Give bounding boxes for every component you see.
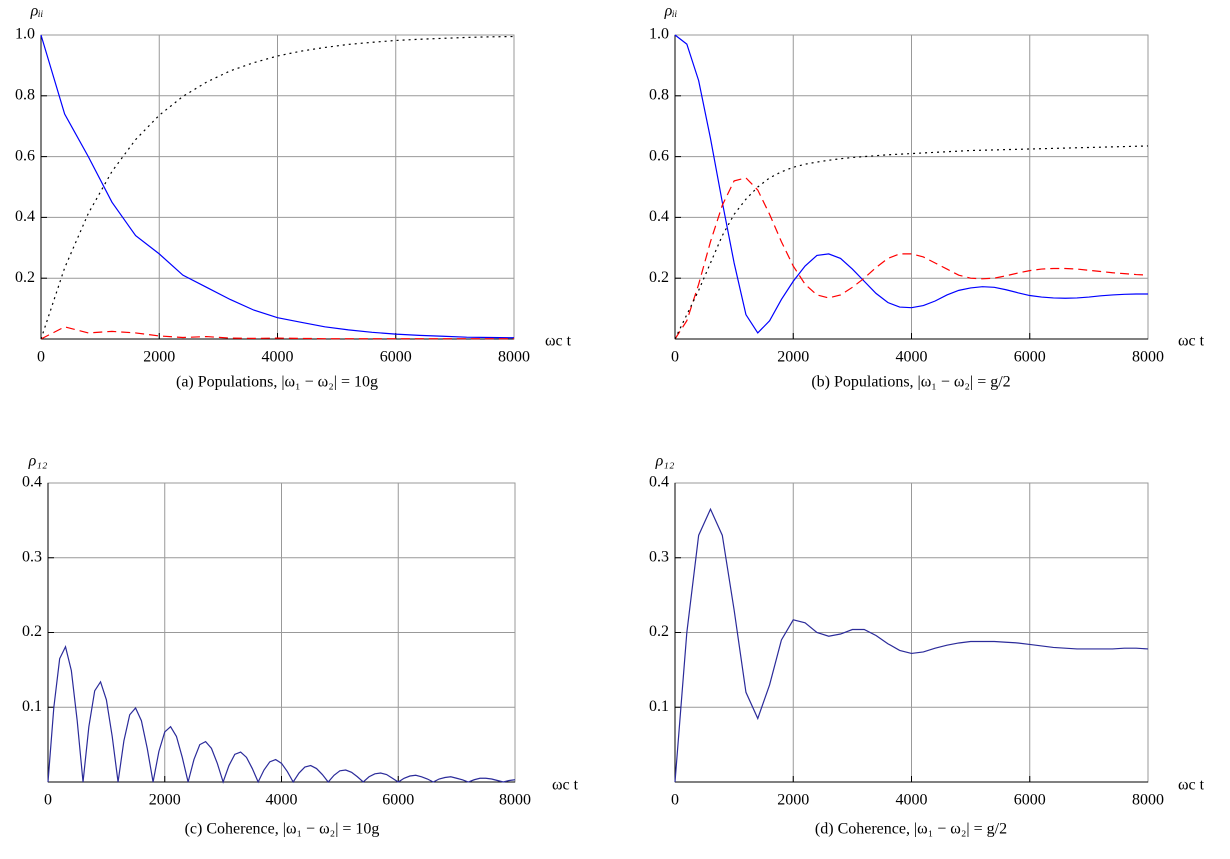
x-tick-label: 2000 [143, 349, 175, 366]
x-tick-label: 4000 [896, 349, 928, 366]
y-tick-label: 0.6 [15, 147, 35, 164]
y-axis-label: ρᵢᵢ [664, 3, 678, 20]
series-line [47, 644, 516, 784]
x-tick-label: 2000 [149, 792, 181, 809]
y-tick-label: 1.0 [649, 26, 669, 43]
y-tick-label: 0.3 [649, 548, 669, 565]
y-tick-label: 0.4 [649, 208, 669, 225]
series-line [674, 34, 1148, 334]
y-axis-label: ρ₁₂ [28, 453, 48, 470]
y-tick-label: 0.8 [649, 86, 669, 103]
caption: (b) Populations, |ω₁ − ω₂| = g/2 [811, 374, 1010, 391]
y-tick-label: 0.1 [22, 698, 42, 715]
caption: (a) Populations, |ω₁ − ω₂| = 10g [176, 374, 378, 391]
x-tick-label: 2000 [777, 792, 809, 809]
y-tick-label: 0.2 [649, 269, 669, 286]
x-tick-label: 8000 [499, 792, 531, 809]
x-tick-label: 6000 [1014, 349, 1046, 366]
y-tick-label: 0.4 [15, 208, 35, 225]
y-axis-label: ρᵢᵢ [30, 3, 44, 20]
y-tick-label: 0.6 [649, 147, 669, 164]
x-tick-label: 8000 [1132, 792, 1164, 809]
x-tick-label: 0 [671, 349, 679, 366]
x-tick-label: 4000 [896, 792, 928, 809]
y-tick-label: 0.8 [15, 86, 35, 103]
y-tick-label: 1.0 [15, 26, 35, 43]
y-tick-label: 0.1 [649, 698, 669, 715]
caption: (d) Coherence, |ω₁ − ω₂| = g/2 [815, 821, 1007, 838]
x-tick-label: 6000 [380, 349, 412, 366]
y-tick-label: 0.2 [15, 269, 35, 286]
x-tick-label: 4000 [262, 349, 294, 366]
x-tick-label: 0 [37, 349, 45, 366]
series-line [674, 507, 1149, 783]
x-axis-label: ωc t [1178, 333, 1205, 350]
series-line [40, 34, 515, 339]
x-tick-label: 6000 [382, 792, 414, 809]
x-tick-label: 4000 [266, 792, 298, 809]
x-axis-label: ωc t [1178, 777, 1205, 794]
x-axis-label: ωc t [545, 333, 572, 350]
x-tick-label: 2000 [777, 349, 809, 366]
caption: (c) Coherence, |ω₁ − ω₂| = 10g [185, 821, 380, 838]
series-line [674, 177, 1149, 340]
y-tick-label: 0.4 [22, 474, 42, 491]
x-tick-label: 8000 [498, 349, 530, 366]
x-tick-label: 0 [44, 792, 52, 809]
y-axis-label: ρ₁₂ [655, 453, 675, 470]
y-tick-label: 0.2 [649, 623, 669, 640]
y-tick-label: 0.3 [22, 548, 42, 565]
x-tick-label: 0 [671, 792, 679, 809]
x-tick-label: 8000 [1132, 349, 1164, 366]
series-line [674, 145, 1149, 340]
y-tick-label: 0.2 [22, 623, 42, 640]
y-tick-label: 0.4 [649, 474, 669, 491]
x-tick-label: 6000 [1014, 792, 1046, 809]
series-line [40, 326, 514, 340]
x-axis-label: ωc t [552, 777, 579, 794]
